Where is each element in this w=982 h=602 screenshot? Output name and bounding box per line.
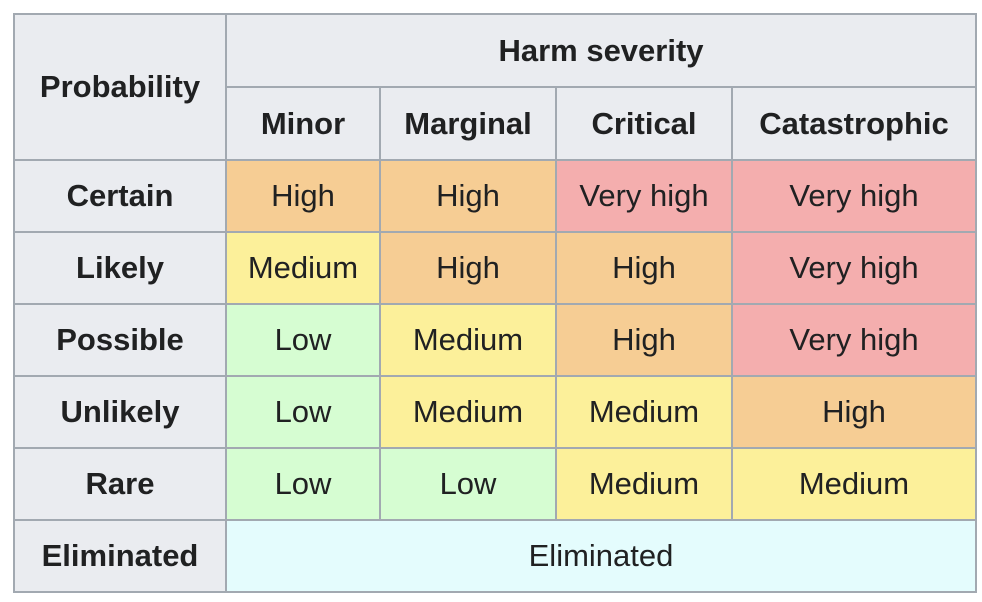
- table-row: Rare Low Low Medium Medium: [13, 447, 977, 521]
- table-row: Unlikely Low Medium Medium High: [13, 375, 977, 449]
- table-row: Possible Low Medium High Very high: [13, 303, 977, 377]
- risk-cell: High: [731, 375, 977, 449]
- column-header-minor: Minor: [225, 86, 381, 161]
- risk-cell: Medium: [225, 231, 381, 305]
- column-header-catastrophic: Catastrophic: [731, 86, 977, 161]
- probability-header: Probability: [13, 13, 227, 161]
- risk-cell: Very high: [731, 159, 977, 233]
- risk-cell: Very high: [731, 303, 977, 377]
- table-row: Likely Medium High High Very high: [13, 231, 977, 305]
- eliminated-cell: Eliminated: [225, 519, 977, 593]
- row-header-eliminated: Eliminated: [13, 519, 227, 593]
- column-header-marginal: Marginal: [379, 86, 557, 161]
- harm-severity-header: Harm severity: [225, 13, 977, 88]
- table-row: Eliminated Eliminated: [13, 519, 977, 593]
- risk-cell: High: [379, 159, 557, 233]
- row-header-certain: Certain: [13, 159, 227, 233]
- risk-cell: Very high: [555, 159, 733, 233]
- risk-cell: High: [225, 159, 381, 233]
- risk-cell: High: [379, 231, 557, 305]
- risk-cell: Low: [225, 375, 381, 449]
- row-header-possible: Possible: [13, 303, 227, 377]
- row-header-unlikely: Unlikely: [13, 375, 227, 449]
- risk-cell: Low: [225, 303, 381, 377]
- row-header-likely: Likely: [13, 231, 227, 305]
- risk-cell: Low: [225, 447, 381, 521]
- risk-matrix: Probability Harm severity Minor Marginal…: [13, 13, 977, 593]
- row-header-rare: Rare: [13, 447, 227, 521]
- risk-cell: Medium: [555, 447, 733, 521]
- risk-cell: Low: [379, 447, 557, 521]
- risk-cell: High: [555, 303, 733, 377]
- risk-cell: Medium: [379, 303, 557, 377]
- risk-cell: Medium: [731, 447, 977, 521]
- risk-matrix-table: Probability Harm severity Minor Marginal…: [13, 13, 977, 593]
- risk-cell: High: [555, 231, 733, 305]
- column-header-critical: Critical: [555, 86, 733, 161]
- table-row: Certain High High Very high Very high: [13, 159, 977, 233]
- risk-cell: Very high: [731, 231, 977, 305]
- risk-cell: Medium: [379, 375, 557, 449]
- risk-cell: Medium: [555, 375, 733, 449]
